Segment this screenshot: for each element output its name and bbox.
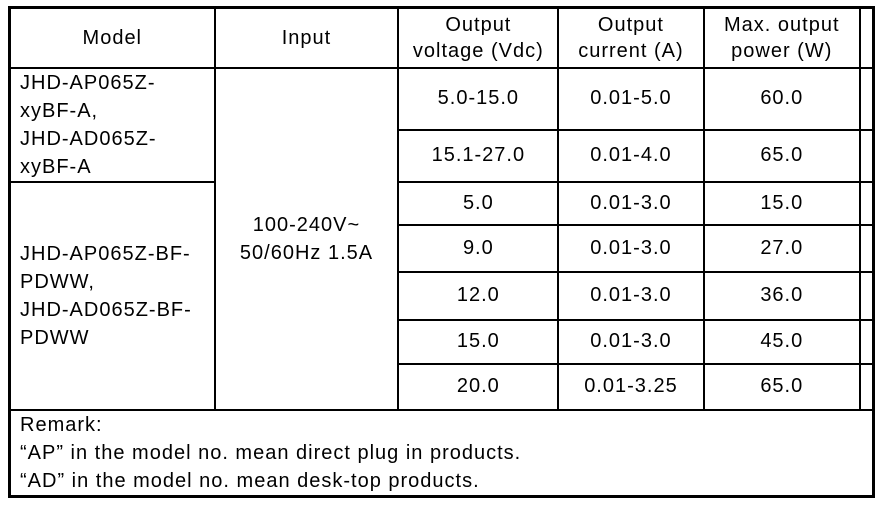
table-row: JHD-AP065Z- xyBF-A, JHD-AD065Z- xyBF-A 1… xyxy=(8,66,875,411)
spec-table: Model Input Output voltage (Vdc) Output … xyxy=(8,6,875,498)
table-row: 15.0 0.01-3.0 45.0 xyxy=(10,318,875,365)
voltage-cell: 15.0 xyxy=(397,318,560,365)
current-cell: 0.01-3.0 xyxy=(557,223,705,273)
cutoff-column-cell xyxy=(858,66,875,131)
power-cell: 65.0 xyxy=(702,128,861,183)
current-cell: 0.01-3.0 xyxy=(557,180,705,226)
header-output-current-line2: current (A) xyxy=(578,39,684,62)
current-cell: 0.01-3.25 xyxy=(557,362,705,411)
current-cell: 0.01-3.0 xyxy=(557,270,705,321)
cutoff-column-cell xyxy=(858,6,875,69)
voltage-cell: 20.0 xyxy=(397,362,560,411)
power-cell: 15.0 xyxy=(702,180,861,226)
input-cell: 100-240V~ 50/60Hz 1.5A xyxy=(213,66,400,411)
input-line2: 50/60Hz 1.5A xyxy=(239,241,374,264)
current-cell: 0.01-3.0 xyxy=(557,318,705,365)
header-output-current-line1: Output xyxy=(597,13,664,36)
model-2-line1: JHD-AP065Z-BF- xyxy=(20,242,191,265)
model-1-line2: xyBF-A, xyxy=(20,99,99,122)
power-cell: 27.0 xyxy=(702,223,861,273)
model-2-line2: PDWW, xyxy=(20,270,95,293)
model-group-1-cell: JHD-AP065Z- xyBF-A, JHD-AD065Z- xyBF-A xyxy=(8,66,216,183)
voltage-cell: 15.1-27.0 xyxy=(397,128,560,183)
header-max-power-line1: Max. output xyxy=(724,13,840,36)
model-2-line4: PDWW xyxy=(20,326,90,349)
table-row: 12.0 0.01-3.0 36.0 xyxy=(10,270,875,321)
header-output-voltage-line1: Output xyxy=(445,13,512,36)
model-1-line1: JHD-AP065Z- xyxy=(20,71,156,94)
power-cell: 65.0 xyxy=(702,362,861,411)
power-cell: 45.0 xyxy=(702,318,861,365)
cutoff-column-cell xyxy=(858,128,875,183)
table-row: 15.1-27.0 0.01-4.0 65.0 xyxy=(10,128,875,183)
voltage-cell: 5.0-15.0 xyxy=(397,66,560,131)
current-cell: 0.01-5.0 xyxy=(557,66,705,131)
voltage-cell: 9.0 xyxy=(397,223,560,273)
cutoff-column-cell xyxy=(858,362,875,411)
header-output-voltage-cell: Output voltage (Vdc) xyxy=(397,6,560,69)
input-line1: 100-240V~ xyxy=(252,213,361,236)
header-row: Model Input Output voltage (Vdc) Output … xyxy=(8,6,875,69)
header-input-label: Input xyxy=(281,26,332,49)
voltage-cell: 5.0 xyxy=(397,180,560,226)
table-row: 20.0 0.01-3.25 65.0 xyxy=(10,362,875,411)
remark-row: Remark: “AP” in the model no. mean direc… xyxy=(8,408,875,497)
table-row: JHD-AP065Z-BF- PDWW, JHD-AD065Z-BF- PDWW… xyxy=(8,180,875,411)
header-model-cell: Model xyxy=(8,6,216,69)
power-cell: 36.0 xyxy=(702,270,861,321)
remark-line-ap: “AP” in the model no. mean direct plug i… xyxy=(20,441,522,464)
model-2-line3: JHD-AD065Z-BF- xyxy=(20,298,192,321)
header-model-label: Model xyxy=(82,26,143,49)
model-group-2-cell: JHD-AP065Z-BF- PDWW, JHD-AD065Z-BF- PDWW xyxy=(8,180,216,411)
header-max-power-cell: Max. output power (W) xyxy=(702,6,861,69)
remark-title: Remark: xyxy=(20,413,103,436)
current-cell: 0.01-4.0 xyxy=(557,128,705,183)
header-input-cell: Input xyxy=(213,6,400,69)
cutoff-column-cell xyxy=(858,270,875,321)
voltage-cell: 12.0 xyxy=(397,270,560,321)
table-row: 9.0 0.01-3.0 27.0 xyxy=(10,223,875,273)
cutoff-column-cell xyxy=(858,180,875,226)
header-output-voltage-line2: voltage (Vdc) xyxy=(412,39,544,62)
power-cell: 60.0 xyxy=(702,66,861,131)
model-1-line4: xyBF-A xyxy=(20,155,92,178)
remark-line-ad: “AD” in the model no. mean desk-top prod… xyxy=(20,469,480,492)
header-output-current-cell: Output current (A) xyxy=(557,6,705,69)
cutoff-column-cell xyxy=(858,223,875,273)
model-1-line3: JHD-AD065Z- xyxy=(20,127,157,150)
header-max-power-line2: power (W) xyxy=(731,39,833,62)
cutoff-column-cell xyxy=(858,318,875,365)
remark-cell: Remark: “AP” in the model no. mean direc… xyxy=(8,408,875,497)
